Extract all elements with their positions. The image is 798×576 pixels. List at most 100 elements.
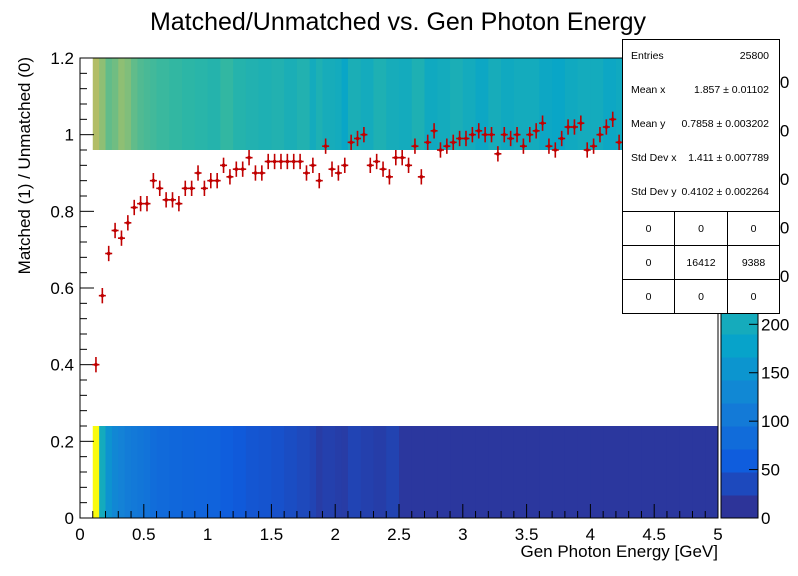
heat-cell: [118, 426, 126, 518]
heat-cell: [316, 426, 323, 518]
heat-cell: [111, 426, 119, 518]
heat-cell: [271, 426, 285, 518]
heat-cell: [590, 426, 604, 518]
stats-grid-row: 0 0 0: [623, 212, 779, 246]
data-point: [398, 150, 406, 166]
stats-grid-cell: 0: [623, 212, 675, 245]
data-point: [545, 138, 553, 154]
point-marker: [202, 186, 207, 191]
heat-cell: [577, 58, 591, 150]
point-marker: [489, 132, 494, 137]
data-point: [92, 357, 100, 373]
y-tick-label: 0.8: [50, 202, 74, 221]
point-marker: [610, 117, 615, 122]
heat-cell: [615, 426, 630, 518]
heat-cell: [284, 58, 298, 150]
stats-grid-cell: 9388: [741, 256, 766, 269]
point-marker: [483, 132, 487, 137]
data-point: [436, 142, 444, 158]
data-point: [596, 127, 604, 143]
heat-cell: [450, 58, 464, 150]
data-point: [424, 134, 432, 150]
heat-cell: [182, 58, 196, 150]
data-point: [417, 169, 425, 185]
data-point: [468, 127, 476, 143]
point-marker: [119, 236, 124, 240]
point-marker: [413, 144, 417, 148]
heat-cell: [526, 426, 540, 518]
heat-cell: [341, 58, 349, 150]
point-marker: [177, 201, 181, 206]
heat-cell: [462, 426, 477, 518]
point-marker: [419, 175, 424, 179]
heat-cell: [539, 426, 553, 518]
data-point: [405, 157, 413, 173]
data-point: [558, 130, 566, 147]
heat-cell: [411, 58, 426, 150]
stats-std-y-value: 0.4102 ± 0.002264: [681, 186, 769, 198]
point-marker: [559, 136, 564, 141]
data-point: [283, 153, 291, 170]
point-marker: [189, 186, 194, 191]
stats-mean-y: Mean y 0.7858 ± 0.003202: [623, 114, 779, 134]
heat-cell: [386, 58, 400, 150]
stats-mean-x-value: 1.857 ± 0.01102: [693, 84, 769, 96]
data-point: [456, 130, 464, 147]
data-point: [220, 157, 228, 173]
stats-std-y: Std Dev y 0.4102 ± 0.002264: [623, 182, 779, 202]
heat-cell: [539, 58, 553, 150]
colorbar-segment: [721, 426, 758, 450]
x-axis-label: Gen Photon Energy [GeV]: [520, 542, 718, 561]
heat-cell: [462, 58, 477, 150]
data-point: [162, 192, 170, 208]
x-tick-label: 5: [713, 525, 722, 544]
y-tick-label: 1: [65, 126, 74, 145]
heat-cell: [316, 58, 323, 150]
colorbar-segment: [721, 380, 758, 404]
stats-std-y-label: Std Dev y: [631, 186, 677, 198]
data-point: [111, 222, 119, 239]
stats-std-x-label: Std Dev x: [631, 152, 677, 164]
data-point: [551, 142, 559, 158]
data-point: [143, 196, 151, 212]
stats-grid-cell: 0: [750, 222, 757, 235]
point-marker: [221, 163, 226, 168]
x-tick-label: 0: [75, 525, 84, 544]
data-point: [105, 245, 113, 262]
point-marker: [151, 178, 156, 183]
heat-cell: [143, 426, 151, 518]
stats-std-x-value: 1.411 ± 0.007789: [688, 152, 769, 164]
heat-cell: [156, 58, 170, 150]
data-point: [194, 165, 202, 181]
y-tick-label: 0.4: [50, 356, 74, 375]
y-tick-label: 0.6: [50, 279, 74, 298]
colorbar-segment: [721, 449, 758, 473]
heat-cell: [150, 426, 158, 518]
heat-cell: [271, 58, 285, 150]
colorbar-segment: [721, 357, 758, 381]
stats-entries-label: Entries: [631, 50, 664, 62]
point-marker: [170, 198, 175, 202]
heat-cell: [360, 58, 374, 150]
point-marker: [406, 163, 411, 168]
stats-mean-y-label: Mean y: [631, 118, 666, 130]
heat-cell: [105, 58, 113, 150]
x-tick-label: 2: [330, 525, 339, 544]
data-point: [251, 165, 259, 181]
heat-cell: [488, 426, 502, 518]
point-marker: [298, 159, 302, 164]
data-point: [564, 119, 572, 135]
x-tick-label: 4: [586, 525, 595, 544]
data-point: [188, 180, 196, 196]
data-point: [494, 146, 502, 162]
heat-cell: [692, 426, 706, 518]
point-marker: [113, 228, 117, 233]
heat-cell: [124, 58, 132, 150]
point-marker: [330, 167, 334, 171]
data-point: [609, 111, 617, 127]
data-point: [175, 196, 183, 212]
heat-cell: [564, 426, 579, 518]
heat-cell: [137, 426, 145, 518]
y-tick-label: 1.2: [50, 49, 74, 68]
